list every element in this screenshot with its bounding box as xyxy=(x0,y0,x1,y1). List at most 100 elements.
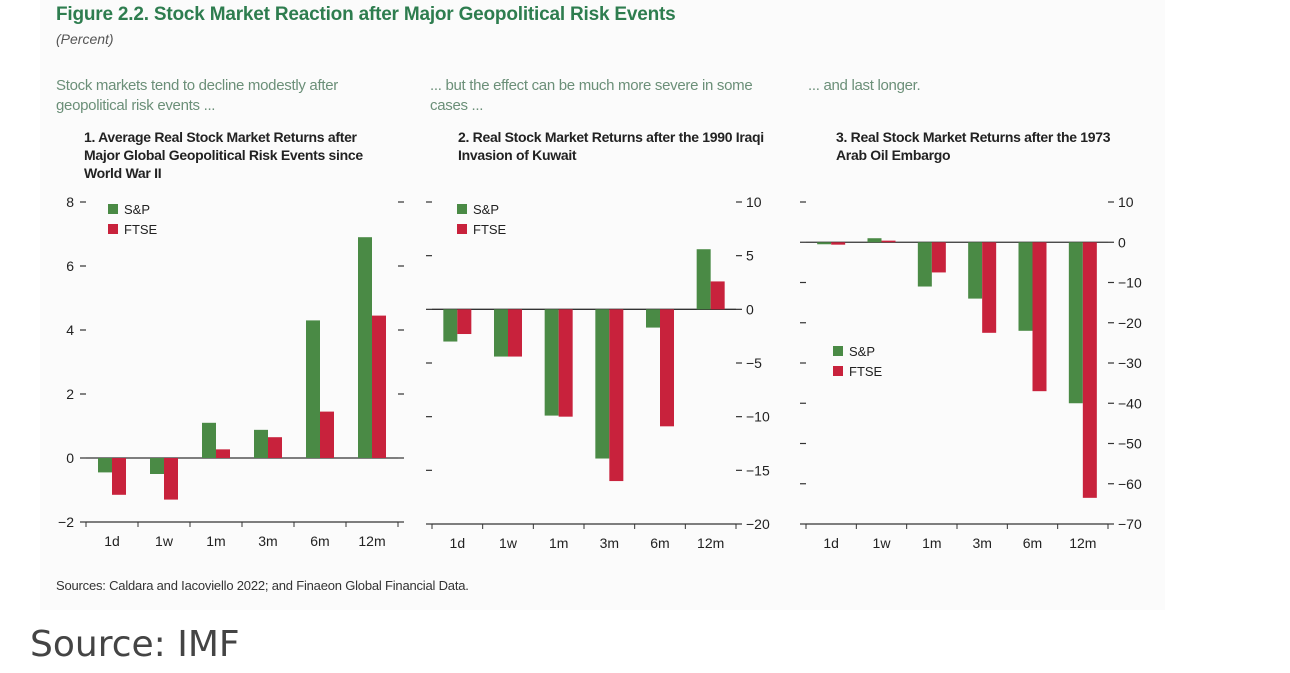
panel-1-title: 1. Average Real Stock Market Returns aft… xyxy=(84,129,363,181)
bar-ftse-3m xyxy=(268,437,282,458)
x-tick-label: 1w xyxy=(873,535,892,551)
legend-label-sp: S&P xyxy=(124,202,150,217)
y-tick-label: 6 xyxy=(66,258,74,274)
bar-sp-3m xyxy=(595,309,610,459)
panel-2-title: 2. Real Stock Market Returns after the 1… xyxy=(458,129,764,163)
x-tick-label: 3m xyxy=(600,535,619,551)
y-tick-label: −70 xyxy=(1118,516,1142,532)
y-tick-label: −10 xyxy=(1118,275,1142,291)
y-tick-label: 4 xyxy=(66,322,74,338)
y-tick-label: 10 xyxy=(1118,194,1134,210)
bar-sp-3m xyxy=(254,429,268,458)
y-tick-label: 2 xyxy=(66,386,74,402)
legend-swatch-ftse xyxy=(108,224,118,234)
y-tick-label: −40 xyxy=(1118,395,1142,411)
bar-ftse-6m xyxy=(660,309,674,427)
x-tick-label: 1m xyxy=(206,533,225,549)
bar-sp-1d xyxy=(817,242,832,245)
y-tick-label: −20 xyxy=(1118,315,1142,331)
bar-sp-1d xyxy=(98,458,112,473)
sources-note: Sources: Caldara and Iacoviello 2022; an… xyxy=(56,578,469,593)
x-tick-label: 6m xyxy=(310,533,329,549)
x-tick-label: 1d xyxy=(104,533,120,549)
y-tick-label: 0 xyxy=(66,450,74,466)
y-tick-label: −50 xyxy=(1118,436,1142,452)
legend-label-ftse: FTSE xyxy=(124,222,158,237)
bar-ftse-1m xyxy=(931,242,946,273)
panel-2-lead: ... but the effect can be much more seve… xyxy=(430,77,753,114)
bar-ftse-1m xyxy=(558,309,573,417)
bar-ftse-1m xyxy=(216,449,230,458)
legend-swatch-sp xyxy=(108,204,118,214)
bar-sp-6m xyxy=(1018,242,1033,331)
bar-ftse-12m xyxy=(372,315,386,458)
x-tick-label: 1d xyxy=(450,535,466,551)
x-tick-label: 6m xyxy=(1023,535,1042,551)
y-tick-label: 8 xyxy=(66,194,74,210)
legend-label-ftse: FTSE xyxy=(849,364,883,379)
x-tick-label: 1d xyxy=(823,535,839,551)
panel-3-lead: ... and last longer. xyxy=(808,77,921,94)
bar-sp-1m xyxy=(544,309,559,416)
bar-ftse-6m xyxy=(320,411,334,458)
y-tick-label: 0 xyxy=(746,301,754,317)
bar-sp-12m xyxy=(358,237,372,458)
bar-ftse-1w xyxy=(881,240,896,243)
y-tick-label: −10 xyxy=(746,409,770,425)
bar-ftse-3m xyxy=(982,242,997,333)
bar-ftse-1d xyxy=(831,242,846,245)
y-tick-label: 5 xyxy=(746,248,754,264)
legend-swatch-sp xyxy=(457,204,467,214)
bar-ftse-12m xyxy=(1082,242,1097,498)
bar-sp-3m xyxy=(968,242,983,299)
y-tick-label: −5 xyxy=(746,355,762,371)
y-tick-label: 0 xyxy=(1118,234,1126,250)
legend-swatch-sp xyxy=(833,346,843,356)
x-tick-label: 1w xyxy=(155,533,174,549)
bar-sp-1w xyxy=(867,238,882,243)
bar-sp-12m xyxy=(696,249,711,310)
x-tick-label: 12m xyxy=(358,533,385,549)
legend-swatch-ftse xyxy=(457,224,467,234)
figure-title: Figure 2.2. Stock Market Reaction after … xyxy=(56,4,676,25)
bar-ftse-6m xyxy=(1032,242,1047,392)
legend-label-sp: S&P xyxy=(849,344,875,359)
x-tick-label: 3m xyxy=(258,533,277,549)
x-tick-label: 1m xyxy=(549,535,568,551)
y-tick-label: 10 xyxy=(746,194,762,210)
y-tick-label: −2 xyxy=(58,514,74,530)
legend-label-ftse: FTSE xyxy=(473,222,507,237)
bar-ftse-1d xyxy=(112,458,126,495)
y-tick-label: −30 xyxy=(1118,355,1142,371)
bar-ftse-12m xyxy=(710,281,725,310)
x-tick-label: 6m xyxy=(650,535,669,551)
bar-sp-1w xyxy=(494,309,508,357)
y-tick-label: −20 xyxy=(746,516,770,532)
bar-sp-6m xyxy=(646,309,660,328)
x-tick-label: 1m xyxy=(922,535,941,551)
bar-ftse-1d xyxy=(457,309,472,335)
legend-label-sp: S&P xyxy=(473,202,499,217)
bar-sp-1d xyxy=(443,309,458,342)
bar-sp-1m xyxy=(202,422,216,458)
source-caption: Source: IMF xyxy=(30,624,240,665)
bar-sp-1m xyxy=(917,242,932,287)
bar-sp-6m xyxy=(306,320,320,458)
x-tick-label: 12m xyxy=(1069,535,1096,551)
bar-ftse-3m xyxy=(609,309,624,482)
x-tick-label: 3m xyxy=(972,535,991,551)
y-tick-label: −15 xyxy=(746,462,770,478)
panel-3-title: 3. Real Stock Market Returns after the 1… xyxy=(836,129,1111,163)
figure-background xyxy=(40,0,1165,610)
x-tick-label: 12m xyxy=(697,535,724,551)
legend-swatch-ftse xyxy=(833,366,843,376)
figure-subtitle: (Percent) xyxy=(56,31,114,47)
bar-ftse-1w xyxy=(508,309,522,357)
bar-sp-1w xyxy=(150,458,164,474)
y-tick-label: −60 xyxy=(1118,476,1142,492)
x-tick-label: 1w xyxy=(499,535,518,551)
bar-sp-12m xyxy=(1068,242,1083,404)
panel-1-lead: Stock markets tend to decline modestly a… xyxy=(56,77,338,114)
bar-ftse-1w xyxy=(164,458,178,500)
